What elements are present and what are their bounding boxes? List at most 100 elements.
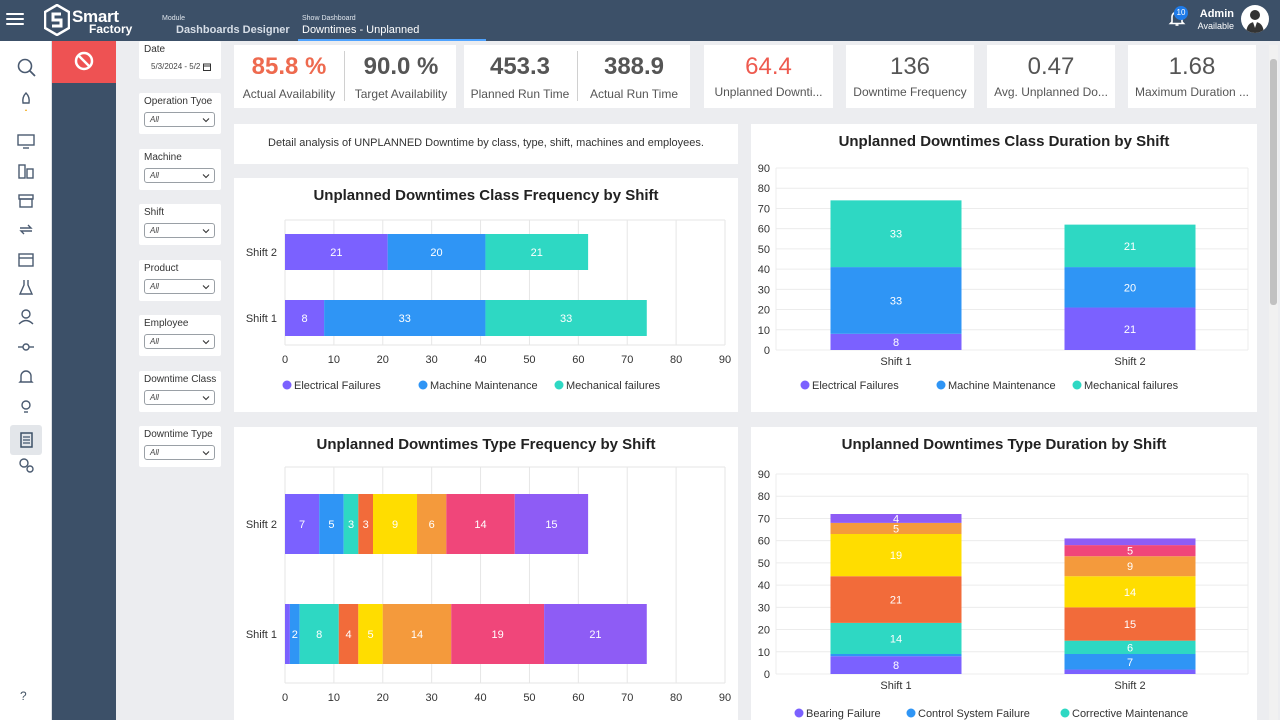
- legend-marker[interactable]: [936, 380, 946, 390]
- legend-marker[interactable]: [282, 380, 292, 390]
- legend-marker[interactable]: [800, 380, 810, 390]
- bar-segment[interactable]: [358, 604, 383, 664]
- bar-segment[interactable]: [373, 494, 417, 554]
- bar-segment[interactable]: [343, 494, 359, 554]
- legend-marker[interactable]: [794, 708, 804, 718]
- bar-segment[interactable]: [285, 300, 325, 336]
- rail-item-monitor[interactable]: [16, 131, 36, 151]
- legend-marker[interactable]: [1072, 380, 1082, 390]
- bar-segment[interactable]: [1064, 654, 1196, 670]
- hamburger-menu-icon[interactable]: [6, 10, 24, 30]
- help-icon[interactable]: ?: [20, 689, 27, 703]
- bar-segment[interactable]: [485, 234, 589, 270]
- filter-select[interactable]: All: [144, 445, 215, 460]
- rail-item-archive[interactable]: [16, 191, 36, 211]
- bar-segment[interactable]: [1064, 224, 1196, 268]
- legend-label[interactable]: Corrective Maintenance: [1072, 708, 1188, 720]
- bar-segment[interactable]: [1064, 267, 1196, 308]
- bar-segment[interactable]: [830, 267, 962, 334]
- smart-factory-logo[interactable]: Smart Factory: [44, 4, 136, 36]
- bar-segment[interactable]: [514, 494, 589, 554]
- bar-segment[interactable]: [358, 494, 373, 554]
- bar-segment[interactable]: [285, 234, 388, 270]
- bar-segment[interactable]: [830, 333, 962, 350]
- bar-segment[interactable]: [1064, 576, 1196, 608]
- rail-item-settings[interactable]: [16, 455, 36, 475]
- legend-label[interactable]: Machine Maintenance: [948, 380, 1056, 392]
- bar-segment[interactable]: [1064, 607, 1196, 641]
- page-scrollbar[interactable]: [1269, 45, 1278, 720]
- bar-segment[interactable]: [324, 300, 486, 336]
- data-label: 2: [292, 629, 298, 641]
- bar-segment[interactable]: [289, 604, 300, 664]
- date-range-picker[interactable]: 5/3/2024 - 5/2: [144, 60, 215, 75]
- module-breadcrumb[interactable]: Module Dashboards Designer: [162, 15, 290, 36]
- bar-segment[interactable]: [485, 300, 647, 336]
- rail-item-user[interactable]: [16, 307, 36, 327]
- legend-label[interactable]: Electrical Failures: [812, 380, 899, 392]
- bar-segment[interactable]: [451, 604, 545, 664]
- data-label: 15: [1124, 619, 1136, 631]
- bar-segment[interactable]: [830, 200, 962, 268]
- bar-segment[interactable]: [1064, 538, 1196, 546]
- rail-item-search[interactable]: [16, 57, 36, 77]
- show-dashboard-breadcrumb[interactable]: Show Dashboard Downtimes - Unplanned: [298, 15, 486, 41]
- bar-segment[interactable]: [830, 654, 962, 657]
- y-tick-label: Shift 2: [246, 519, 277, 531]
- bar-segment[interactable]: [1064, 640, 1196, 654]
- legend-marker[interactable]: [554, 380, 564, 390]
- filter-date: Date 5/3/2024 - 5/2: [139, 41, 221, 79]
- rail-item-rocket[interactable]: [16, 91, 36, 113]
- legend-marker[interactable]: [906, 708, 916, 718]
- bar-segment[interactable]: [417, 494, 447, 554]
- rail-item-lightbulb[interactable]: [16, 397, 36, 417]
- legend-label[interactable]: Electrical Failures: [294, 380, 381, 392]
- scrollbar-thumb[interactable]: [1270, 59, 1277, 305]
- rail-item-flask[interactable]: [16, 277, 36, 297]
- rail-item-commit[interactable]: [16, 337, 36, 357]
- avatar[interactable]: [1241, 5, 1269, 33]
- legend-marker[interactable]: [418, 380, 428, 390]
- rail-item-calendar[interactable]: [16, 249, 36, 269]
- bar-segment[interactable]: [830, 622, 962, 654]
- legend-label[interactable]: Mechanical failures: [566, 380, 661, 392]
- filter-select[interactable]: All: [144, 334, 215, 349]
- avatar-person-icon: [1246, 10, 1264, 33]
- legend-label[interactable]: Mechanical failures: [1084, 380, 1179, 392]
- bar-segment[interactable]: [830, 514, 962, 523]
- bar-segment[interactable]: [1064, 669, 1196, 674]
- bar-segment[interactable]: [285, 604, 290, 664]
- bar-segment[interactable]: [830, 576, 962, 623]
- filter-select[interactable]: All: [144, 223, 215, 238]
- rail-item-buildings[interactable]: [16, 161, 36, 181]
- bar-segment[interactable]: [382, 604, 452, 664]
- rail-item-report[interactable]: [10, 425, 42, 455]
- bar-segment[interactable]: [830, 534, 962, 577]
- bar-segment[interactable]: [338, 604, 359, 664]
- filter-select[interactable]: All: [144, 279, 215, 294]
- filter-select[interactable]: All: [144, 168, 215, 183]
- bar-segment[interactable]: [387, 234, 486, 270]
- bar-segment[interactable]: [830, 522, 962, 534]
- bar-segment[interactable]: [319, 494, 344, 554]
- bar-segment[interactable]: [1064, 556, 1196, 577]
- bar-segment[interactable]: [1064, 545, 1196, 557]
- rail-item-refresh[interactable]: [16, 219, 36, 239]
- bar-segment[interactable]: [285, 494, 320, 554]
- bar-segment[interactable]: [544, 604, 647, 664]
- filter-select[interactable]: All: [144, 390, 215, 405]
- user-info[interactable]: Admin Available: [1196, 8, 1234, 31]
- bar-segment[interactable]: [446, 494, 515, 554]
- bar-segment[interactable]: [299, 604, 339, 664]
- bar-segment[interactable]: [830, 656, 962, 674]
- legend-label[interactable]: Bearing Failure: [806, 708, 881, 720]
- filter-select[interactable]: All: [144, 112, 215, 127]
- data-label: 14: [1124, 587, 1136, 599]
- bar-segment[interactable]: [1064, 307, 1196, 350]
- rail-item-bell[interactable]: [16, 367, 36, 387]
- legend-marker[interactable]: [1060, 708, 1070, 718]
- legend-label[interactable]: Machine Maintenance: [430, 380, 538, 392]
- legend-label[interactable]: Control System Failure: [918, 708, 1030, 720]
- stop-button[interactable]: [52, 41, 116, 83]
